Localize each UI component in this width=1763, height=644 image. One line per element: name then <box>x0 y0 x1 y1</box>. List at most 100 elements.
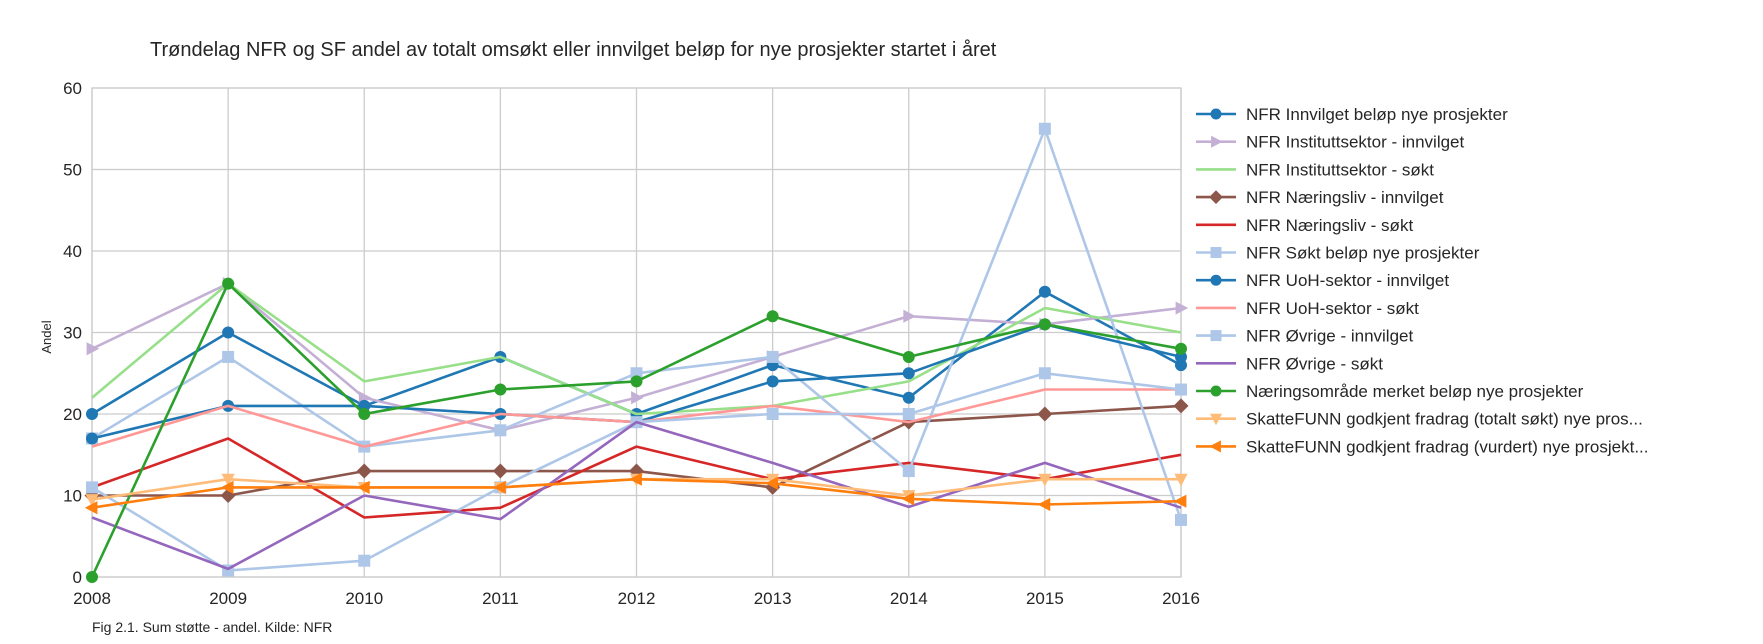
legend-label: NFR Instituttsektor - søkt <box>1246 160 1434 179</box>
data-point <box>1210 385 1222 397</box>
x-tick-label: 2011 <box>482 589 519 608</box>
data-point <box>1173 494 1187 508</box>
data-point <box>85 494 99 507</box>
data-point <box>221 473 235 487</box>
data-point <box>356 463 372 479</box>
y-axis-label: Andel <box>39 320 54 353</box>
y-tick-label: 20 <box>63 405 82 424</box>
data-point <box>1209 440 1221 453</box>
data-point <box>1175 513 1187 526</box>
series-13 <box>84 472 1187 515</box>
legend-label: NFR Næringsliv - søkt <box>1246 216 1413 235</box>
series-5 <box>91 437 1182 519</box>
legend-label: SkatteFUNN godkjent fradrag (totalt søkt… <box>1246 410 1643 429</box>
data-point <box>1175 301 1189 315</box>
series-layer <box>84 122 1189 583</box>
series-line <box>91 437 1182 519</box>
data-point <box>1210 274 1222 286</box>
data-point <box>1209 413 1223 426</box>
chart-title: Trøndelag NFR og SF andel av totalt omsø… <box>150 39 997 61</box>
data-point <box>86 481 98 494</box>
data-point <box>492 463 508 479</box>
data-point <box>1175 342 1187 355</box>
legend-item: NFR Øvrige - søkt <box>1196 354 1383 373</box>
x-tick-label: 2015 <box>1026 589 1064 608</box>
data-point <box>902 465 915 478</box>
legend-item: SkatteFUNN godkjent fradrag (totalt søkt… <box>1196 410 1643 429</box>
data-point <box>222 277 235 290</box>
x-tick-label: 2008 <box>73 589 111 608</box>
legend-label: NFR Instituttsektor - innvilget <box>1246 133 1465 152</box>
data-point <box>494 383 507 396</box>
series-line <box>91 282 1182 416</box>
data-point <box>220 480 234 494</box>
y-tick-label: 60 <box>63 79 82 98</box>
data-point <box>1038 285 1051 298</box>
x-tick-label: 2012 <box>618 589 656 608</box>
legend-label: NFR Innvilget beløp nye prosjekter <box>1246 105 1508 124</box>
legend: NFR Innvilget beløp nye prosjekter NFR In… <box>1196 105 1649 456</box>
data-point <box>1037 406 1053 422</box>
data-point <box>765 476 779 490</box>
y-tick-label: 50 <box>63 161 82 180</box>
data-point <box>86 571 98 583</box>
y-tick-label: 30 <box>63 324 82 343</box>
y-tick-label: 40 <box>63 242 82 261</box>
legend-item: NFR Øvrige - innvilget <box>1196 327 1413 346</box>
legend-label: NFR Næringsliv - innvilget <box>1246 188 1444 207</box>
data-point <box>902 408 915 420</box>
legend-item: NFR Instituttsektor - innvilget <box>1196 133 1465 152</box>
legend-item: NFR Næringsliv - innvilget <box>1196 188 1444 207</box>
data-point <box>1038 318 1051 331</box>
legend-label: NFR UoH-sektor - innvilget <box>1246 271 1449 290</box>
data-point <box>1175 383 1187 396</box>
data-point <box>494 424 507 437</box>
legend-label: NFR Søkt beløp nye prosjekter <box>1246 244 1480 263</box>
legend-label: NFR UoH-sektor - søkt <box>1246 299 1419 318</box>
legend-item: Næringsområde merket beløp nye prosjekte… <box>1196 382 1584 401</box>
series-10 <box>91 420 1182 571</box>
axes: 0 10 20 30 40 50 60 2008 2009 2010 2011 2012 2013 201… <box>63 79 1200 608</box>
data-point <box>493 480 506 494</box>
data-point <box>1174 473 1188 487</box>
data-point <box>86 432 98 445</box>
data-point <box>901 492 915 506</box>
chart-caption: Fig 2.1. Sum støtte - andel. Kilde: NFR <box>92 619 332 635</box>
x-tick-label: 2014 <box>890 589 928 608</box>
data-point <box>902 391 915 404</box>
legend-label: NFR Øvrige - innvilget <box>1246 327 1413 346</box>
data-point <box>902 367 915 380</box>
data-point <box>358 554 371 567</box>
data-point <box>1210 247 1222 258</box>
legend-label: SkatteFUNN godkjent fradrag (vurdert) ny… <box>1246 437 1649 456</box>
y-tick-label: 10 <box>63 487 82 506</box>
legend-item: NFR UoH-sektor - søkt <box>1196 299 1419 318</box>
data-point <box>1209 190 1223 204</box>
series-line <box>91 420 1182 571</box>
data-point <box>1211 135 1223 148</box>
data-point <box>766 408 779 420</box>
data-point <box>1210 330 1222 342</box>
data-point <box>902 350 915 363</box>
data-point <box>766 350 779 363</box>
data-point <box>1210 108 1222 120</box>
legend-item: NFR Innvilget beløp nye prosjekter <box>1196 105 1508 124</box>
data-point <box>222 350 235 363</box>
legend-label: Næringsområde merket beløp nye prosjekte… <box>1246 382 1584 401</box>
legend-label: NFR Øvrige - søkt <box>1246 354 1383 373</box>
legend-item: SkatteFUNN godkjent fradrag (vurdert) ny… <box>1196 437 1649 456</box>
data-point <box>903 309 916 323</box>
x-tick-label: 2010 <box>345 589 383 608</box>
series-11 <box>86 277 1187 583</box>
data-point <box>1038 367 1051 380</box>
y-tick-label: 0 <box>73 568 82 587</box>
data-point <box>1037 497 1051 512</box>
data-point <box>631 391 644 405</box>
legend-item: NFR Søkt beløp nye prosjekter <box>1196 244 1480 263</box>
data-point <box>86 342 100 356</box>
legend-item: NFR Instituttsektor - søkt <box>1196 160 1434 179</box>
data-point <box>357 480 370 494</box>
legend-item: NFR Næringsliv - søkt <box>1196 216 1413 235</box>
x-tick-label: 2009 <box>209 589 247 608</box>
